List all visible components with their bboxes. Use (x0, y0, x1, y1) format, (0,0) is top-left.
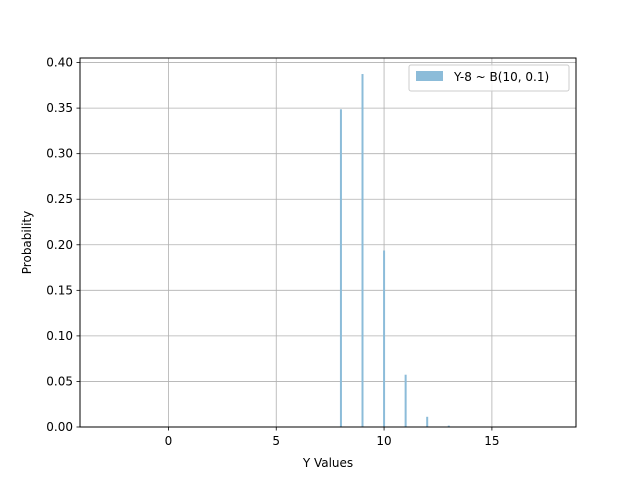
x-tick-label: 10 (376, 434, 391, 448)
x-axis-ticks: 0 5 10 15 (165, 427, 500, 448)
plot-area-frame (79, 57, 577, 428)
x-axis-label: Y Values (302, 456, 353, 470)
y-tick-label: 0.00 (46, 420, 73, 434)
grid-lines (80, 58, 576, 428)
legend: Y-8 ~ B(10, 0.1) (408, 64, 570, 92)
y-tick-label: 0.10 (46, 329, 73, 343)
y-tick-label: 0.40 (46, 56, 73, 70)
legend-box (408, 64, 570, 92)
x-tick-label: 5 (272, 434, 280, 448)
x-tick-label: 0 (165, 434, 173, 448)
legend-label: Y-8 ~ B(10, 0.1) (453, 70, 549, 84)
bars (339, 74, 472, 427)
bar (404, 374, 407, 427)
bar (361, 74, 364, 427)
y-axis-label: Probability (20, 211, 34, 274)
x-tick-label: 15 (484, 434, 499, 448)
y-tick-label: 0.15 (46, 283, 73, 297)
y-tick-label: 0.30 (46, 147, 73, 161)
bar (426, 416, 429, 427)
bar (447, 425, 450, 427)
y-tick-label: 0.20 (46, 238, 73, 252)
bar (339, 109, 342, 427)
legend-swatch (416, 71, 443, 81)
y-tick-label: 0.05 (46, 374, 73, 388)
bar (383, 250, 386, 427)
y-axis-ticks: 0.00 0.05 0.10 0.15 0.20 0.25 0.30 0.35 0.40 (46, 56, 80, 434)
y-tick-label: 0.25 (46, 192, 73, 206)
y-tick-label: 0.35 (46, 101, 73, 115)
